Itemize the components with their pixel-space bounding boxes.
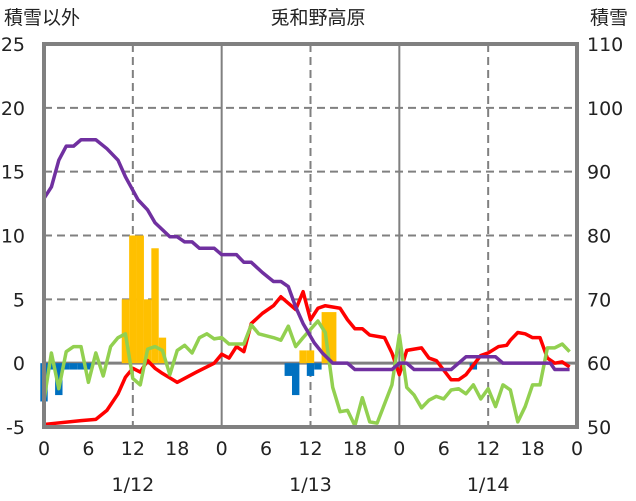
series-line-purple xyxy=(42,138,570,372)
blue-bar xyxy=(314,363,322,370)
x-tick: 0 xyxy=(571,438,583,460)
blue-bar xyxy=(62,363,70,370)
blue-bar xyxy=(306,363,315,376)
blue-bar xyxy=(291,363,300,396)
orange-bar xyxy=(121,299,130,364)
orange-bar xyxy=(306,350,315,364)
y-tick-right: 70 xyxy=(587,289,611,311)
date-label: 1/14 xyxy=(467,474,510,496)
y-tick-left: 5 xyxy=(13,289,25,311)
x-tick: 12 xyxy=(121,438,145,460)
blue-bar xyxy=(77,363,85,370)
y-tick-left: 0 xyxy=(13,353,25,375)
x-tick: 0 xyxy=(38,438,50,460)
series-line-green xyxy=(42,319,571,428)
x-tick: 18 xyxy=(343,438,367,460)
orange-bar xyxy=(329,312,337,364)
y-tick-right: 60 xyxy=(587,353,611,375)
x-tick: 12 xyxy=(298,438,322,460)
right-axis-label: 積雪 xyxy=(590,7,628,29)
date-label: 1/12 xyxy=(111,474,154,496)
y-tick-right: 80 xyxy=(587,226,611,248)
y-tick-left: 20 xyxy=(1,98,25,120)
orange-bar xyxy=(299,350,307,364)
x-tick: 0 xyxy=(216,438,228,460)
orange-bar xyxy=(151,248,159,364)
x-tick: 6 xyxy=(438,438,450,460)
y-tick-left: -5 xyxy=(6,417,25,439)
series-lines xyxy=(42,138,571,428)
orange-bar xyxy=(136,235,144,364)
x-tick: 18 xyxy=(520,438,544,460)
date-label: 1/13 xyxy=(289,474,332,496)
plot-frame xyxy=(42,42,579,429)
y-tick-right: 110 xyxy=(587,34,623,56)
x-tick: 0 xyxy=(393,438,405,460)
blue-bar xyxy=(55,363,63,396)
blue-bar xyxy=(47,363,56,370)
blue-bar xyxy=(284,363,292,376)
y-tick-left: 10 xyxy=(1,226,25,248)
blue-bar xyxy=(84,363,93,370)
y-tick-left: 25 xyxy=(1,34,25,56)
y-tick-right: 50 xyxy=(587,417,611,439)
y-tick-right: 100 xyxy=(587,98,623,120)
y-tick-left: 15 xyxy=(1,162,25,184)
chart-title: 兎和野高原 xyxy=(270,7,365,29)
x-tick: 18 xyxy=(165,438,189,460)
x-tick: 6 xyxy=(260,438,272,460)
x-tick: 6 xyxy=(82,438,94,460)
x-tick: 12 xyxy=(476,438,500,460)
orange-bar xyxy=(143,299,152,364)
y-tick-right: 90 xyxy=(587,162,611,184)
series-line-red xyxy=(43,289,571,427)
blue-bar xyxy=(69,363,78,370)
left-axis-label: 積雪以外 xyxy=(4,7,80,29)
orange-bar xyxy=(129,235,137,364)
